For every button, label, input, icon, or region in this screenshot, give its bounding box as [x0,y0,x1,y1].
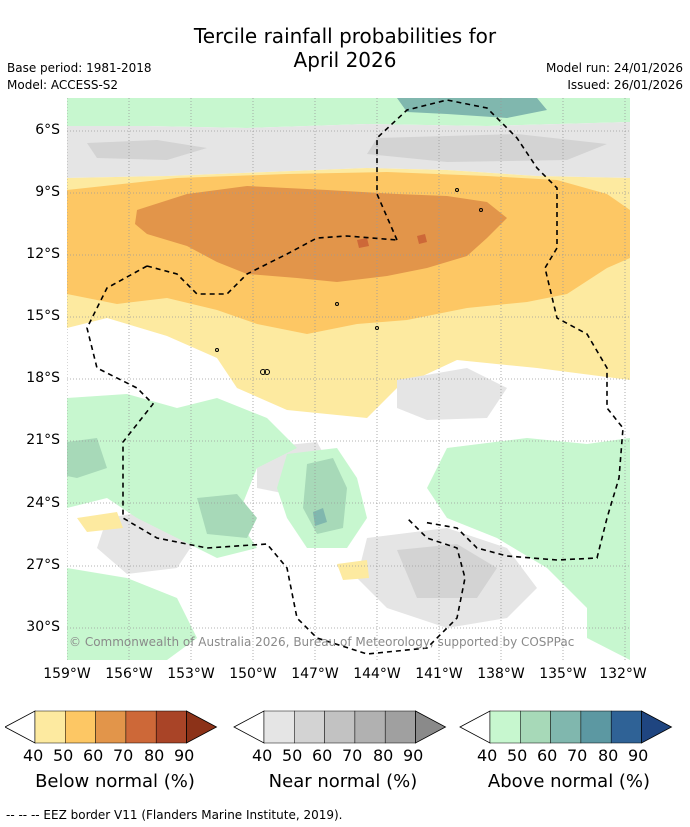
eez-footnote: -- -- -- EEZ border V11 (Flanders Marine… [6,808,343,822]
below-colorbar-segment-4 [125,710,157,744]
above-colorbar-segment-3 [550,710,582,744]
near-label-40: 40 [252,746,273,765]
island-outlines [215,188,483,375]
above-normal-north-band [67,98,630,128]
below-label-60: 60 [83,746,104,765]
eez-border-kiribati [376,99,624,561]
near-colorbar-segment-5 [384,710,416,744]
above-colorbar-segment-5 [610,710,642,744]
eez-border-cook-islands [86,265,466,655]
x-tick-153w: 153°W [167,666,215,682]
above-label-80: 80 [598,746,619,765]
title-line-1: Tercile rainfall probabilities for [193,24,497,48]
above-colorbar-segment-2 [520,710,551,744]
near-label-80: 80 [373,746,394,765]
above-normal-east [427,438,630,608]
meta-left: Base period: 1981-2018 Model: ACCESS-S2 [7,60,152,94]
near-normal-patch-southwest [97,442,337,574]
above-colorbar-segment-4 [580,710,612,744]
x-tick-141w: 141°W [415,666,463,682]
y-tick-30s: 30°S [26,619,60,635]
y-tick-12s: 12°S [26,246,60,262]
below-label-70: 70 [113,746,134,765]
near-colorbar-high-extension [415,710,447,744]
below-colorbar-segment-5 [155,710,187,744]
x-tick-132w: 132°W [599,666,647,682]
above-normal-southeast-corner [587,558,630,660]
gridlines [67,98,630,660]
near-label-60: 60 [312,746,333,765]
x-tick-147w: 147°W [291,666,339,682]
below-colorbar-low-extension [5,710,36,744]
y-tick-9s: 9°S [35,184,60,200]
meta-right: Model run: 24/01/2026 Issued: 26/01/2026 [546,60,683,94]
title-line-2: April 2026 [293,48,397,72]
colorbar-below-normal [5,710,218,744]
below-label-50: 50 [53,746,74,765]
y-tick-15s: 15°S [26,308,60,324]
x-tick-156w: 156°W [105,666,153,682]
below-normal-patch-south [77,512,369,580]
above-label-40: 40 [477,746,498,765]
above-label-70: 70 [567,746,588,765]
x-tick-150w: 150°W [229,666,277,682]
near-label-90: 90 [403,746,424,765]
x-tick-159w: 159°W [43,666,91,682]
near-colorbar-low-extension [233,710,265,744]
above-colorbar-low-extension [459,710,491,744]
above-normal-west [67,394,297,558]
y-tick-6s: 6°S [35,122,60,138]
below-colorbar-segment-2 [65,710,96,744]
eez-border-french-polynesia [146,235,398,295]
colorbars [5,710,673,744]
below-colorbar-segment-3 [95,710,127,744]
near-colorbar-segment-4 [354,710,386,744]
below-label-90: 90 [174,746,195,765]
x-tick-144w: 144°W [353,666,401,682]
above-label-50: 50 [507,746,528,765]
above-label-60: 60 [537,746,558,765]
model-run: Model run: 24/01/2026 [545,61,683,75]
y-tick-21s: 21°S [26,432,60,448]
colorbar-above-normal [459,710,673,744]
above-normal-southwest-corner [67,568,197,660]
above-colorbar-high-extension [641,710,673,744]
below-label-80: 80 [144,746,165,765]
near-colorbar-segment-3 [324,710,356,744]
issued-date: Issued: 26/01/2026 [567,78,683,92]
y-tick-18s: 18°S [26,370,60,386]
below-label-40: 40 [23,746,44,765]
near-colorbar-segment-1 [263,710,295,744]
eez-borders [86,99,624,655]
copyright-notice: © Commonwealth of Australia 2026, Bureau… [69,635,574,649]
probability-map: © Commonwealth of Australia 2026, Bureau… [67,98,630,660]
below-normal-80 [357,234,427,248]
below-normal-title: Below normal (%) [35,771,195,792]
near-normal-patch-central [397,368,507,420]
x-tick-135w: 135°W [539,666,587,682]
y-tick-27s: 27°S [26,557,60,573]
below-colorbar-high-extension [186,710,218,744]
near-normal-patch-southeast-core [397,544,497,598]
above-colorbar-segment-1 [489,710,521,744]
base-period: Base period: 1981-2018 [7,61,152,75]
model-name: Model: ACCESS-S2 [7,78,119,92]
colorbar-near-normal [233,710,447,744]
near-colorbar-segment-2 [294,710,325,744]
above-normal-title: Above normal (%) [487,771,651,792]
above-normal-central-peak [313,508,327,526]
near-label-70: 70 [342,746,363,765]
near-normal-title: Near normal (%) [268,771,418,792]
above-normal-west-core [67,438,257,538]
near-normal-north-core [87,134,607,162]
below-normal-70 [135,186,507,282]
above-label-90: 90 [628,746,649,765]
y-tick-24s: 24°S [26,495,60,511]
near-label-50: 50 [282,746,303,765]
below-colorbar-segment-1 [34,710,66,744]
map-title: Tercile rainfall probabilities for April… [0,24,690,72]
x-tick-138w: 138°W [477,666,525,682]
